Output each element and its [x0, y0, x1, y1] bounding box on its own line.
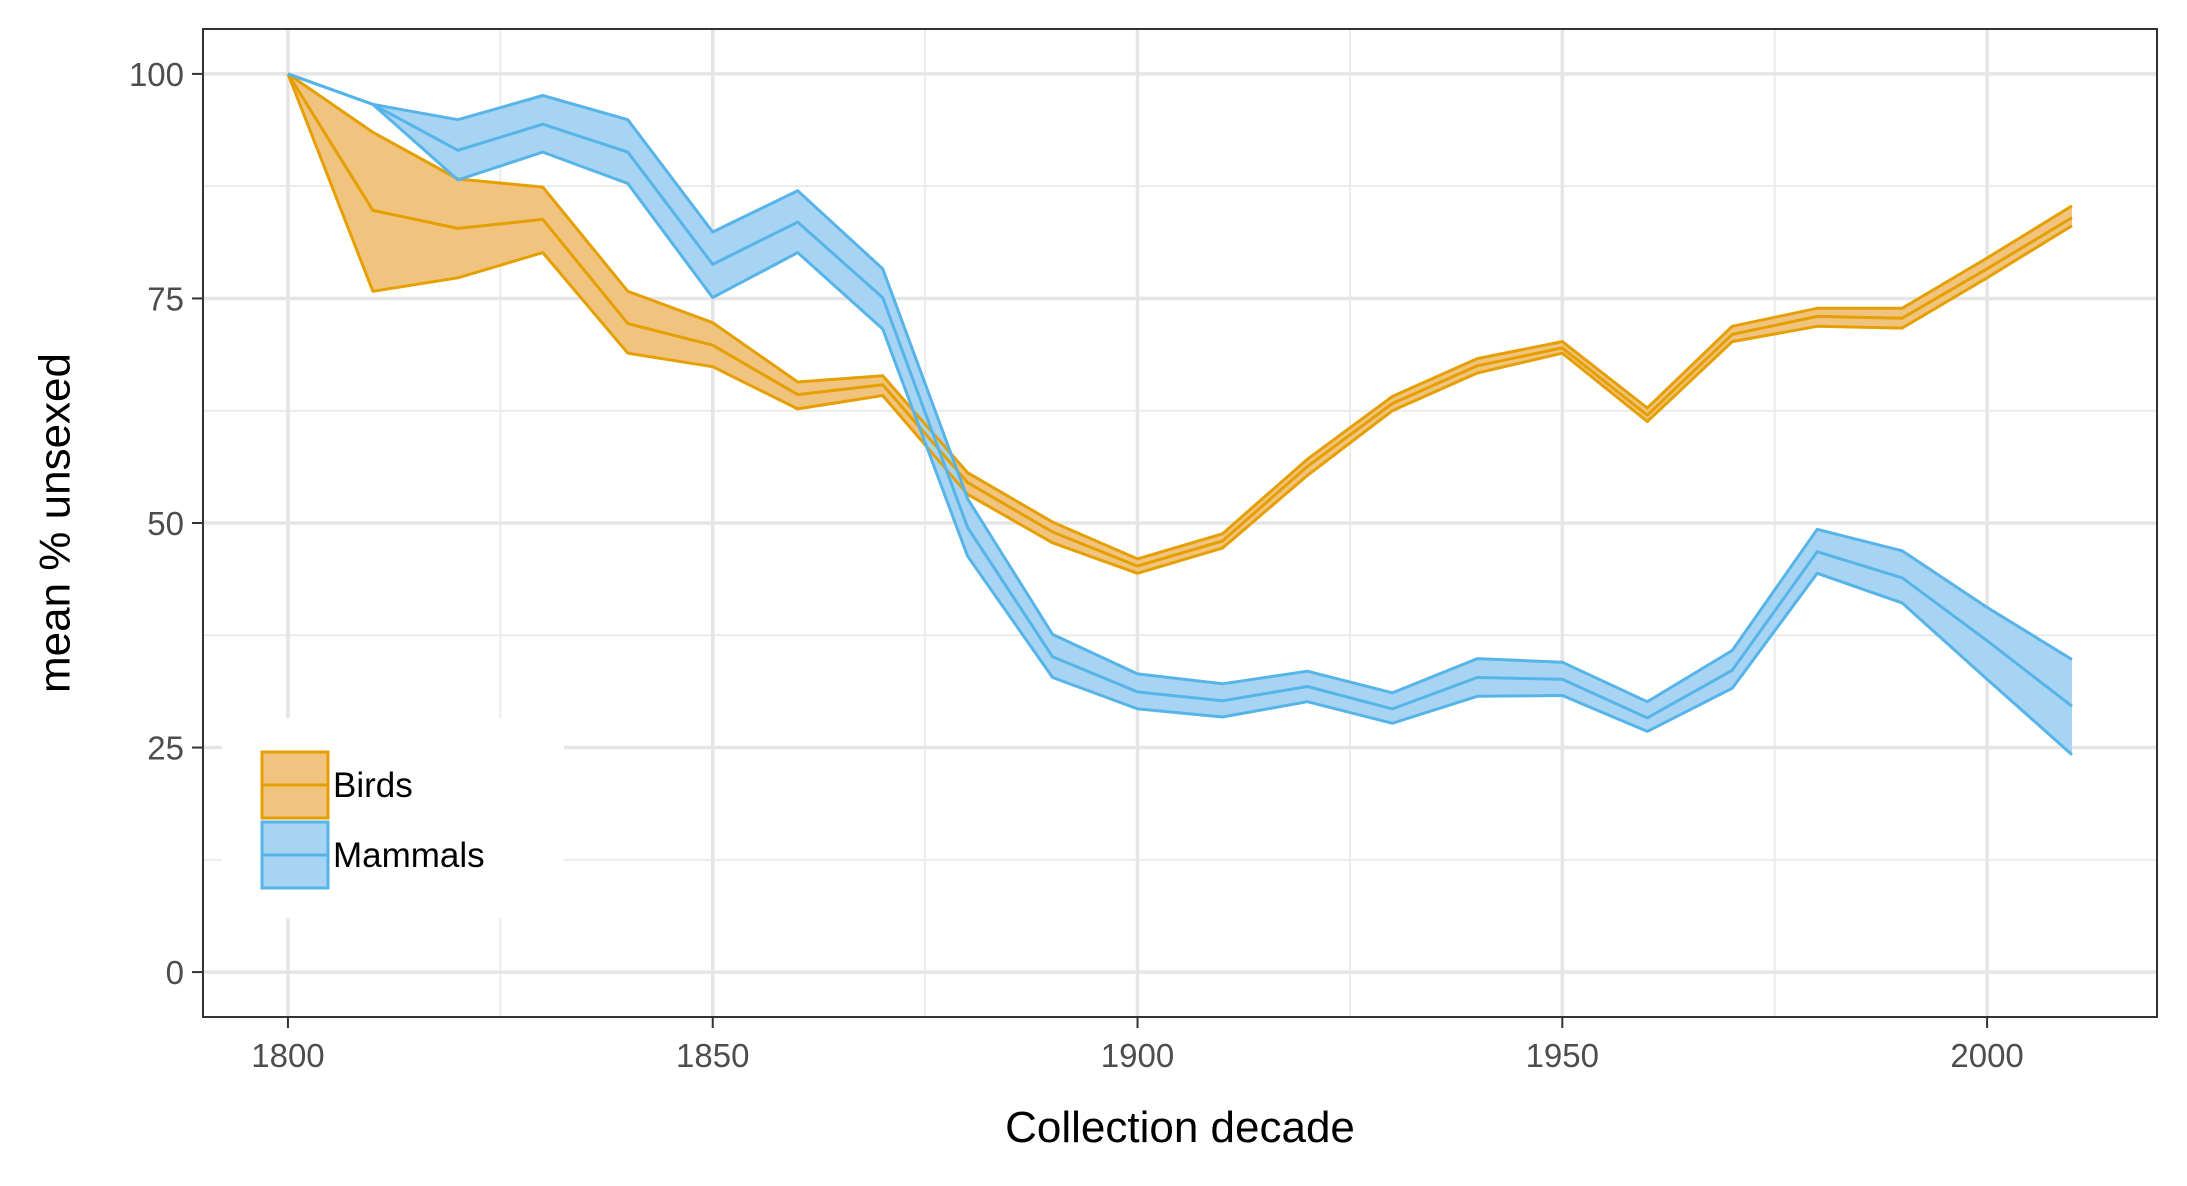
x-tick-label: 1800: [251, 1037, 324, 1074]
series-lines: [286, 72, 2073, 756]
x-axis: 1800 1850 1900 1950 2000: [251, 1017, 2024, 1074]
x-axis-title: Collection decade: [1005, 1103, 1355, 1152]
x-tick-label: 1950: [1526, 1037, 1599, 1074]
mammals-mean-line: [287, 72, 2073, 720]
x-tick-label: 1900: [1101, 1037, 1174, 1074]
y-tick-label: 50: [147, 505, 184, 542]
y-tick-label: 0: [166, 954, 184, 991]
legend-label-mammals: Mammals: [333, 836, 485, 875]
birds-upper-line: [287, 72, 2073, 561]
birds-mean-line: [286, 73, 2073, 568]
y-tick-label: 25: [147, 730, 184, 767]
legend: Birds Mammals: [260, 750, 485, 890]
birds-ribbon: [288, 73, 2072, 574]
y-axis-title: mean % unsexed: [30, 353, 79, 693]
major-gridlines: [203, 29, 2157, 1017]
legend-label-birds: Birds: [333, 766, 413, 805]
y-tick-label: 75: [147, 280, 184, 317]
mammals-upper-line: [287, 72, 2073, 704]
x-tick-label: 2000: [1950, 1037, 2023, 1074]
x-tick-label: 1850: [676, 1037, 749, 1074]
y-tick-label: 100: [129, 56, 184, 93]
confidence-ribbons: [288, 73, 2072, 755]
y-axis: 0 25 50 75 100: [129, 56, 203, 991]
mammals-lower-line: [287, 72, 2073, 756]
mammals-ribbon: [288, 73, 2072, 755]
birds-lower-line: [286, 73, 2073, 575]
